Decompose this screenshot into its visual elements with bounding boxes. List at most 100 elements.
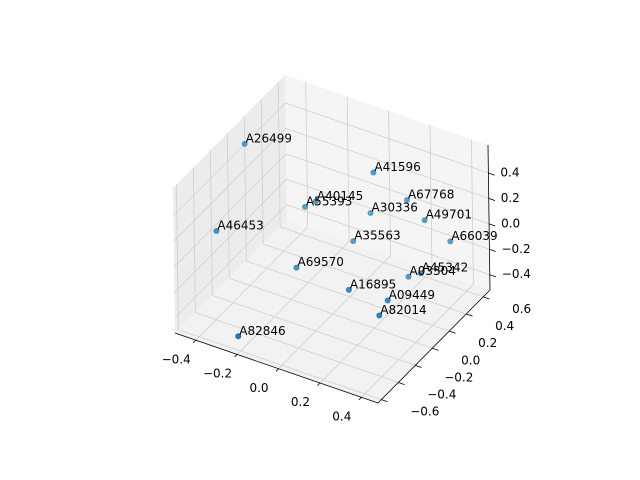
point — [235, 333, 242, 340]
tick-mark — [234, 354, 238, 358]
y-tick-label: −0.6 — [410, 405, 439, 419]
grid-line — [471, 139, 474, 285]
grid-line — [226, 133, 230, 279]
tick-mark — [488, 198, 496, 201]
point-label: A09449 — [389, 288, 435, 302]
grid-line — [280, 226, 484, 298]
grid-line — [388, 110, 391, 256]
x-axis — [174, 332, 379, 404]
point — [417, 270, 424, 277]
y-axis — [377, 289, 491, 404]
point — [403, 196, 410, 203]
y-tick-label: −0.4 — [427, 388, 456, 402]
point — [241, 140, 248, 147]
grid-line — [173, 128, 287, 242]
grid-line — [305, 82, 309, 228]
point-label: A67768 — [408, 187, 454, 201]
point — [350, 238, 357, 245]
grid-line — [174, 204, 288, 319]
point-label: A46453 — [217, 219, 263, 233]
tick-mark — [192, 339, 196, 343]
z-tick-label: −0.4 — [502, 267, 531, 281]
z-tick-label: 0.0 — [501, 216, 520, 230]
grid-line — [243, 116, 247, 262]
tick-mark — [275, 368, 279, 372]
grid-line — [212, 294, 416, 366]
tick-mark — [489, 248, 496, 252]
z-tick-label: −0.2 — [501, 242, 530, 256]
pane — [285, 75, 490, 290]
point-label: A35563 — [354, 229, 400, 243]
point — [421, 217, 428, 224]
grid-line — [263, 243, 467, 315]
tick-mark — [358, 397, 362, 401]
x-tick-label: 0.4 — [332, 409, 351, 423]
point-label: A40145 — [317, 189, 363, 203]
point-label: A45342 — [422, 261, 468, 275]
grid-line — [178, 329, 382, 400]
point-label: A26499 — [246, 131, 292, 145]
grid-line — [361, 284, 474, 398]
point — [447, 238, 454, 245]
point-label: A41596 — [374, 160, 420, 174]
y-tick-label: 0.2 — [478, 336, 497, 350]
point-label: A16895 — [350, 277, 396, 291]
tick-mark — [317, 382, 321, 386]
grid-line — [173, 102, 286, 217]
tick-mark — [489, 274, 497, 278]
grid-line — [278, 255, 391, 369]
y-tick-label: 0.6 — [512, 302, 531, 316]
tick-mark — [449, 330, 456, 334]
point-label: A69570 — [298, 255, 344, 269]
grid-line — [236, 241, 350, 355]
point-label: A66039 — [451, 229, 497, 243]
point-label: A82014 — [380, 303, 426, 317]
tick-mark — [488, 172, 495, 176]
grid-line — [229, 277, 433, 349]
grid-line — [246, 260, 450, 332]
grid-line — [175, 184, 179, 330]
y-tick-label: −0.2 — [444, 370, 473, 384]
grid-line — [195, 312, 399, 383]
grid-line — [209, 150, 213, 296]
z-tick-label: 0.4 — [500, 165, 519, 179]
x-tick-label: 0.2 — [291, 395, 310, 409]
point — [370, 169, 377, 176]
grid-line — [195, 226, 308, 341]
point — [376, 312, 383, 319]
point — [345, 286, 352, 293]
grid-line — [285, 153, 490, 225]
grid-line — [429, 124, 433, 271]
x-tick-label: −0.2 — [203, 367, 232, 381]
pane — [175, 220, 490, 403]
grid-line — [285, 102, 489, 174]
grid-line — [286, 204, 490, 276]
x-tick-label: 0.0 — [249, 381, 268, 395]
grid-line — [319, 269, 433, 384]
tick-mark — [488, 223, 496, 227]
point-label: A30336 — [372, 200, 418, 214]
point — [293, 264, 300, 271]
grid-line — [192, 167, 196, 313]
grid-line — [285, 128, 489, 199]
tick-mark — [432, 347, 439, 351]
z-tick-label: 0.2 — [501, 191, 520, 205]
tick-mark — [415, 364, 422, 368]
grid-line — [277, 81, 281, 227]
point — [384, 297, 391, 304]
point-label: A55393 — [306, 194, 352, 208]
point-label: A03304 — [410, 264, 456, 278]
z-axis — [487, 144, 491, 291]
point — [367, 209, 374, 216]
point — [312, 198, 319, 205]
y-tick-label: 0.4 — [495, 319, 514, 333]
grid-line — [346, 96, 350, 242]
tick-mark — [398, 382, 405, 385]
grid-line — [174, 179, 287, 293]
point-label: A82846 — [239, 324, 285, 338]
pane — [173, 75, 287, 333]
y-tick-label: 0.0 — [461, 353, 480, 367]
point — [301, 203, 308, 210]
tick-mark — [466, 313, 473, 317]
